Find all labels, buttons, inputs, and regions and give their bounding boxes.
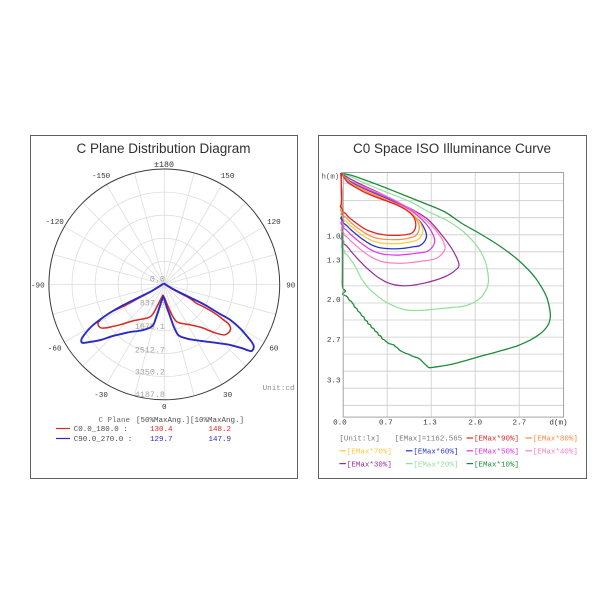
svg-text:2.7: 2.7 <box>512 420 526 428</box>
svg-text:[EMax*30%]: [EMax*30%] <box>347 461 392 469</box>
svg-text:C Plane Distribution Diagram: C Plane Distribution Diagram <box>76 141 250 156</box>
svg-text:[EMax*50%]: [EMax*50%] <box>474 449 519 457</box>
svg-text:4187.8: 4187.8 <box>135 391 165 400</box>
svg-text:[EMax*10%]: [EMax*10%] <box>474 461 519 469</box>
svg-text:[EMax*80%]: [EMax*80%] <box>533 436 578 444</box>
svg-text:[EMax*90%]: [EMax*90%] <box>474 436 519 444</box>
svg-text:±180: ±180 <box>154 161 174 170</box>
svg-text:h(m): h(m) <box>322 174 340 182</box>
svg-text:30: 30 <box>223 392 233 400</box>
svg-text:[EMax*70%]: [EMax*70%] <box>347 449 392 457</box>
svg-text:[EMax*40%]: [EMax*40%] <box>533 449 578 457</box>
svg-text:0: 0 <box>162 404 167 412</box>
svg-text:150: 150 <box>221 173 235 181</box>
svg-text:d(m): d(m) <box>549 420 567 428</box>
svg-text:129.7: 129.7 <box>150 436 173 444</box>
svg-text:-30: -30 <box>94 392 108 400</box>
svg-text:2.0: 2.0 <box>327 297 341 305</box>
svg-text:C0 Space ISO Illuminance Curve: C0 Space ISO Illuminance Curve <box>353 141 551 156</box>
svg-text:C90.0_270.0 :: C90.0_270.0 : <box>74 436 133 444</box>
svg-text:C0.0_180.0 :: C0.0_180.0 : <box>74 426 128 434</box>
svg-text:1.0: 1.0 <box>327 233 341 241</box>
svg-text:1.3: 1.3 <box>423 420 437 428</box>
svg-text:837.6: 837.6 <box>140 300 165 309</box>
svg-text:[Unit:lx]: [Unit:lx] <box>339 436 380 444</box>
svg-text:-150: -150 <box>92 173 111 181</box>
svg-text:3.3: 3.3 <box>327 378 341 386</box>
svg-text:2512.7: 2512.7 <box>135 347 165 356</box>
svg-text:1.3: 1.3 <box>327 258 341 266</box>
svg-text:130.4: 130.4 <box>150 426 173 434</box>
svg-text:[EMax]=1162.565: [EMax]=1162.565 <box>395 436 463 444</box>
svg-text:148.2: 148.2 <box>209 426 232 434</box>
svg-text:[50%MaxAng.][10%MaxAng.]: [50%MaxAng.][10%MaxAng.] <box>136 417 244 425</box>
svg-text:Unit:cd: Unit:cd <box>263 385 295 393</box>
svg-text:0.0: 0.0 <box>333 420 347 428</box>
svg-text:[EMax*60%]: [EMax*60%] <box>413 449 458 457</box>
svg-text:2.0: 2.0 <box>468 420 482 428</box>
svg-text:147.9: 147.9 <box>209 436 232 444</box>
svg-text:2.7: 2.7 <box>327 337 341 345</box>
svg-text:0.0: 0.0 <box>150 276 165 285</box>
svg-text:60: 60 <box>269 346 279 354</box>
svg-text:-120: -120 <box>46 219 65 227</box>
svg-text:3350.2: 3350.2 <box>135 369 165 378</box>
svg-text:-60: -60 <box>48 346 62 354</box>
svg-text:-90: -90 <box>31 282 45 290</box>
svg-text:C Plane: C Plane <box>99 417 131 425</box>
svg-text:[EMax*20%]: [EMax*20%] <box>413 461 458 469</box>
svg-text:90: 90 <box>286 282 296 290</box>
svg-text:0.7: 0.7 <box>379 420 393 428</box>
svg-text:120: 120 <box>267 219 281 227</box>
